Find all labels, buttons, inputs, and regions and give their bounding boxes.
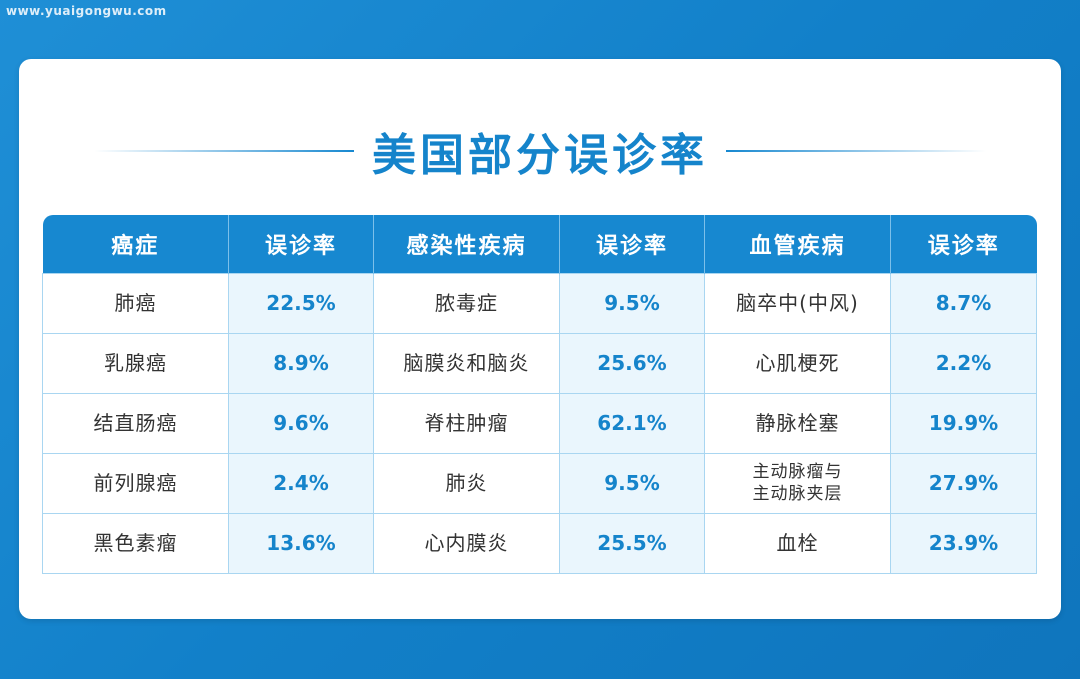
rate-cell: 8.9% bbox=[228, 333, 374, 394]
rate-cell: 62.1% bbox=[559, 393, 705, 454]
rate-cell: 2.4% bbox=[228, 453, 374, 514]
rate-cell: 25.5% bbox=[559, 513, 705, 574]
table-header: 癌症 误诊率 感染性疾病 误诊率 血管疾病 误诊率 bbox=[42, 215, 1037, 274]
table-row: 前列腺癌 2.4% 肺炎 9.5% 主动脉瘤与 主动脉夹层 27.9% bbox=[42, 453, 1037, 514]
disease-cell: 黑色素瘤 bbox=[42, 513, 229, 574]
disease-cell: 脓毒症 bbox=[373, 273, 560, 334]
disease-cell: 结直肠癌 bbox=[42, 393, 229, 454]
page-title: 美国部分误诊率 bbox=[372, 130, 708, 181]
table-row: 结直肠癌 9.6% 脊柱肿瘤 62.1% 静脉栓塞 19.9% bbox=[42, 393, 1037, 454]
table-row: 乳腺癌 8.9% 脑膜炎和脑炎 25.6% 心肌梗死 2.2% bbox=[42, 333, 1037, 394]
rate-cell: 19.9% bbox=[890, 393, 1037, 454]
rate-cell: 13.6% bbox=[228, 513, 374, 574]
header-row: 癌症 误诊率 感染性疾病 误诊率 血管疾病 误诊率 bbox=[42, 215, 1037, 274]
disease-cell: 血栓 bbox=[704, 513, 891, 574]
disease-cell: 乳腺癌 bbox=[42, 333, 229, 394]
header-cancer: 癌症 bbox=[42, 215, 229, 274]
disease-cell: 主动脉瘤与 主动脉夹层 bbox=[704, 453, 891, 514]
table-row: 黑色素瘤 13.6% 心内膜炎 25.5% 血栓 23.9% bbox=[42, 513, 1037, 574]
content-card: 美国部分误诊率 癌症 误诊率 感染性疾病 误诊率 血管疾病 误诊率 肺癌 22.5… bbox=[19, 59, 1061, 619]
misdiagnosis-table: 癌症 误诊率 感染性疾病 误诊率 血管疾病 误诊率 肺癌 22.5% 脓毒症 9.5%… bbox=[42, 215, 1037, 574]
header-rate-infectious: 误诊率 bbox=[559, 215, 705, 274]
rate-cell: 22.5% bbox=[228, 273, 374, 334]
rate-cell: 9.5% bbox=[559, 273, 705, 334]
disease-cell: 脑膜炎和脑炎 bbox=[373, 333, 560, 394]
title-row: 美国部分误诊率 bbox=[19, 121, 1061, 181]
disease-cell: 肺炎 bbox=[373, 453, 560, 514]
rate-cell: 8.7% bbox=[890, 273, 1037, 334]
header-rate-vascular: 误诊率 bbox=[890, 215, 1037, 274]
title-divider-right bbox=[726, 150, 986, 152]
rate-cell: 25.6% bbox=[559, 333, 705, 394]
table-body: 肺癌 22.5% 脓毒症 9.5% 脑卒中(中风) 8.7% 乳腺癌 8.9% 脑膜炎和脑炎 25… bbox=[42, 273, 1037, 574]
rate-cell: 23.9% bbox=[890, 513, 1037, 574]
watermark-text: www.yuaigongwu.com bbox=[6, 4, 167, 18]
disease-cell: 心肌梗死 bbox=[704, 333, 891, 394]
disease-cell: 脑卒中(中风) bbox=[704, 273, 891, 334]
disease-cell: 心内膜炎 bbox=[373, 513, 560, 574]
rate-cell: 27.9% bbox=[890, 453, 1037, 514]
header-infectious: 感染性疾病 bbox=[373, 215, 560, 274]
title-divider-left bbox=[94, 150, 354, 152]
header-vascular: 血管疾病 bbox=[704, 215, 891, 274]
disease-cell: 静脉栓塞 bbox=[704, 393, 891, 454]
disease-cell: 前列腺癌 bbox=[42, 453, 229, 514]
table-row: 肺癌 22.5% 脓毒症 9.5% 脑卒中(中风) 8.7% bbox=[42, 273, 1037, 334]
header-rate-cancer: 误诊率 bbox=[228, 215, 374, 274]
rate-cell: 9.5% bbox=[559, 453, 705, 514]
rate-cell: 9.6% bbox=[228, 393, 374, 454]
rate-cell: 2.2% bbox=[890, 333, 1037, 394]
disease-cell: 脊柱肿瘤 bbox=[373, 393, 560, 454]
misdiagnosis-table-wrapper: 癌症 误诊率 感染性疾病 误诊率 血管疾病 误诊率 肺癌 22.5% 脓毒症 9.5%… bbox=[42, 215, 1037, 574]
disease-cell: 肺癌 bbox=[42, 273, 229, 334]
